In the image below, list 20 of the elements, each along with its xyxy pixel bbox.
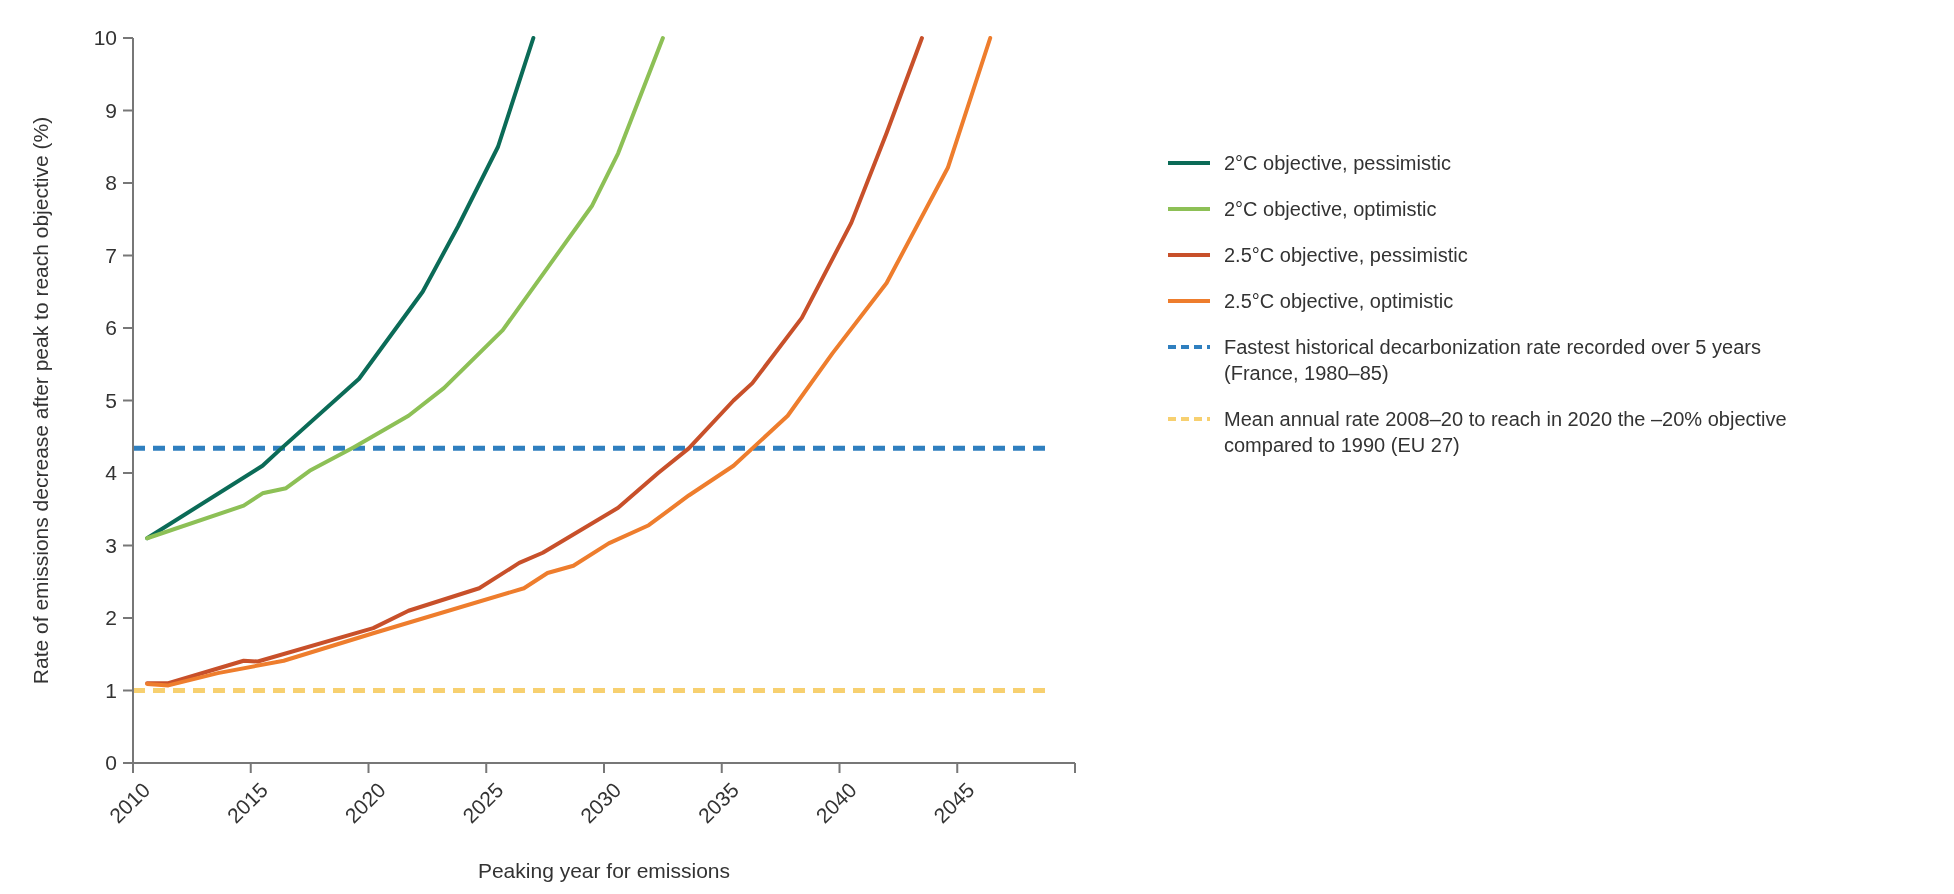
y-tick-label: 1 bbox=[105, 678, 117, 702]
y-tick-label: 2 bbox=[105, 606, 117, 630]
legend-label: 2°C objective, pessimistic bbox=[1224, 152, 1451, 174]
legend-label: 2.5°C objective, optimistic bbox=[1224, 290, 1454, 312]
y-tick-label: 9 bbox=[105, 98, 117, 122]
legend-label: 2.5°C objective, pessimistic bbox=[1224, 244, 1468, 266]
y-tick-label: 5 bbox=[105, 388, 117, 412]
legend-label: Mean annual rate 2008–20 to reach in 2020 the –20% objective compared to 1990 (EU 27) bbox=[1224, 408, 1787, 456]
y-tick-label: 4 bbox=[105, 461, 118, 485]
legend-label: Fastest historical decarbonization rate recorded over 5 years (France, 1980–85) bbox=[1224, 336, 1761, 384]
y-tick-label: 10 bbox=[93, 26, 117, 50]
y-tick-label: 0 bbox=[105, 751, 117, 775]
y-axis-title: Rate of emissions decrease after peak to reach objective (%) bbox=[29, 116, 52, 685]
x-axis-title: Peaking year for emissions bbox=[477, 859, 731, 882]
y-tick-label: 8 bbox=[105, 171, 117, 195]
line-series bbox=[145, 36, 665, 541]
y-tick-label: 6 bbox=[105, 316, 117, 340]
legend-label: 2°C objective, optimistic bbox=[1224, 198, 1437, 220]
y-tick-label: 7 bbox=[105, 243, 117, 267]
y-tick-label: 3 bbox=[105, 533, 117, 557]
